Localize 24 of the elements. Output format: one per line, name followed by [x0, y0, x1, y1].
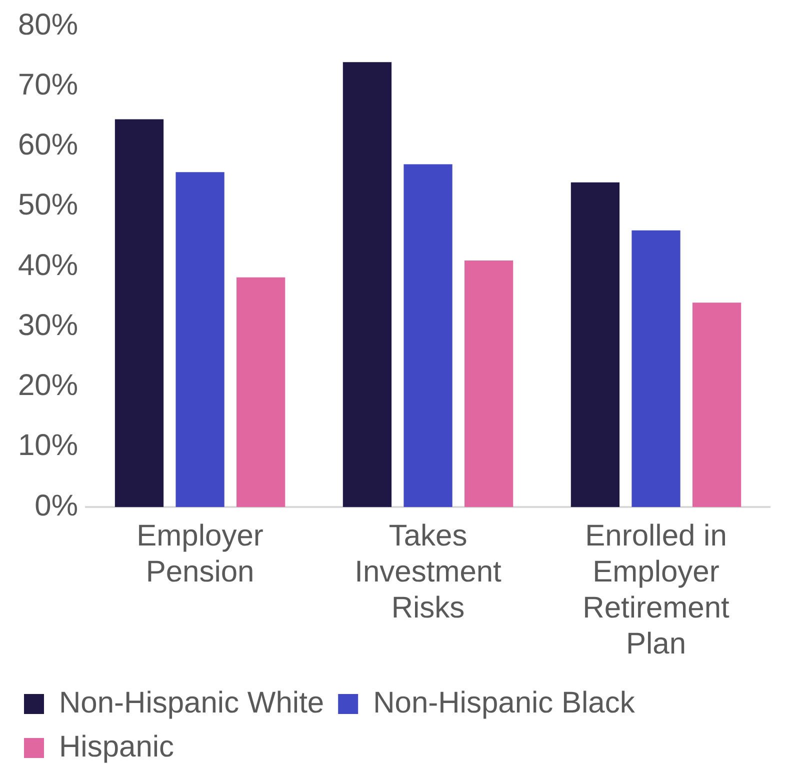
bar — [570, 182, 620, 507]
bar — [464, 260, 514, 507]
legend-label: Non-Hispanic Black — [373, 686, 636, 720]
x-tick-label: Takes Investment Risks — [354, 519, 502, 624]
y-tick-label: 40% — [18, 248, 78, 282]
y-tick-label: 10% — [18, 429, 78, 462]
x-tick-label: Enrolled in Employer Retirement Plan — [582, 519, 730, 660]
x-tick-label: Employer Pension — [136, 519, 264, 588]
bar — [404, 164, 452, 507]
bar — [236, 277, 286, 507]
bar — [692, 302, 742, 507]
y-tick-label: 20% — [18, 369, 78, 402]
bar — [114, 119, 164, 507]
y-tick-label: 80% — [18, 8, 78, 42]
y-tick-label: 50% — [18, 188, 78, 222]
bar — [632, 230, 680, 507]
y-tick-label: 0% — [34, 489, 78, 522]
y-tick-label: 30% — [18, 308, 78, 342]
bar — [176, 172, 224, 507]
legend-label: Non-Hispanic White — [59, 686, 324, 720]
y-tick-label: 60% — [18, 128, 78, 162]
bar — [342, 62, 392, 507]
y-tick-label: 70% — [18, 68, 78, 102]
legend-label: Hispanic — [59, 730, 174, 764]
